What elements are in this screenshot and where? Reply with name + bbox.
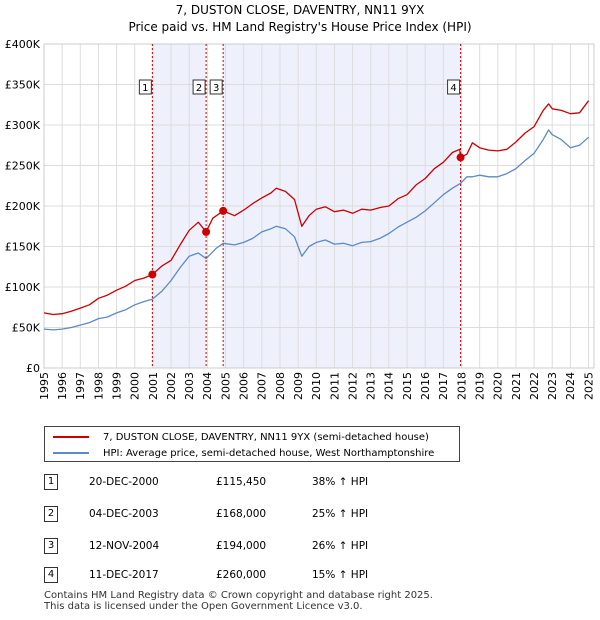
transaction-point — [148, 270, 157, 279]
x-tick-label: 2020 — [492, 372, 505, 400]
legend-item-property: 7, DUSTON CLOSE, DAVENTRY, NN11 9YX (sem… — [53, 430, 429, 444]
transaction-row: 2 04-DEC-2003 £168,000 25% ↑ HPI — [0, 506, 600, 526]
transaction-price: £115,450 — [216, 476, 267, 488]
y-tick-label: £300K — [5, 119, 41, 132]
transaction-label-box — [138, 79, 152, 95]
x-tick-label: 2000 — [129, 372, 142, 400]
x-tick-label: 2025 — [582, 372, 595, 400]
y-tick-label: £150K — [5, 241, 41, 254]
legend-label-hpi: HPI: Average price, semi-detached house,… — [103, 447, 435, 459]
y-tick-label: £400K — [5, 38, 41, 51]
x-tick-label: 1998 — [92, 372, 105, 400]
x-tick-label: 2004 — [201, 372, 214, 400]
legend-swatch-hpi — [53, 452, 89, 454]
transaction-number: 3 — [44, 538, 58, 554]
x-tick-label: 2010 — [310, 372, 323, 400]
x-tick-label: 2006 — [238, 372, 251, 400]
transaction-row: 3 12-NOV-2004 £194,000 26% ↑ HPI — [0, 538, 600, 558]
x-tick-label: 2014 — [383, 372, 396, 400]
footer-line: Contains HM Land Registry data © Crown c… — [44, 590, 433, 601]
transaction-date: 20-DEC-2000 — [89, 476, 159, 488]
transaction-date: 12-NOV-2004 — [89, 540, 160, 552]
price-chart: 7, DUSTON CLOSE, DAVENTRY, NN11 9YX Pric… — [5, 3, 596, 400]
transaction-date: 04-DEC-2003 — [89, 508, 159, 520]
plot-frame — [43, 43, 595, 369]
transaction-label: 3 — [213, 83, 219, 94]
transaction-row: 4 11-DEC-2017 £260,000 15% ↑ HPI — [0, 567, 600, 587]
transaction-row: 1 20-DEC-2000 £115,450 38% ↑ HPI — [0, 474, 600, 494]
transaction-number: 2 — [44, 506, 58, 522]
transaction-label-box — [447, 79, 461, 95]
y-tick-label: £250K — [5, 160, 41, 173]
transaction-point — [456, 153, 465, 162]
x-tick-label: 1999 — [110, 372, 123, 400]
x-tick-label: 2023 — [546, 372, 559, 400]
transaction-number: 4 — [44, 567, 58, 583]
x-tick-label: 2018 — [455, 372, 468, 400]
footer: Contains HM Land Registry data © Crown c… — [44, 590, 433, 612]
legend-item-hpi: HPI: Average price, semi-detached house,… — [53, 446, 434, 460]
footer-line: This data is licensed under the Open Gov… — [44, 601, 363, 612]
transaction-hpi: 38% ↑ HPI — [312, 476, 369, 488]
property-price-line — [43, 100, 590, 316]
transaction-price: £194,000 — [216, 540, 267, 552]
x-tick-label: 2003 — [183, 372, 196, 400]
x-tick-label: 1995 — [38, 372, 51, 400]
hpi-line — [43, 129, 590, 331]
x-tick-label: 2015 — [401, 372, 414, 400]
transaction-label: 2 — [196, 83, 202, 94]
x-tick-label: 2002 — [165, 372, 178, 400]
x-tick-label: 1996 — [56, 372, 69, 400]
transaction-point — [219, 206, 228, 215]
x-tick-label: 2016 — [419, 372, 432, 400]
transaction-price: £168,000 — [216, 508, 267, 520]
transaction-price: £260,000 — [216, 569, 267, 581]
y-tick-label: £0 — [26, 362, 40, 375]
x-tick-label: 2021 — [510, 372, 523, 400]
transaction-label: 4 — [450, 83, 456, 94]
legend-label-property: 7, DUSTON CLOSE, DAVENTRY, NN11 9YX (sem… — [103, 431, 429, 443]
chart-subtitle: Price paid vs. HM Land Registry's House … — [128, 20, 471, 34]
transaction-hpi: 15% ↑ HPI — [312, 569, 369, 581]
x-tick-label: 2024 — [564, 372, 577, 400]
x-tick-label: 2009 — [292, 372, 305, 400]
chart-title: 7, DUSTON CLOSE, DAVENTRY, NN11 9YX — [176, 3, 425, 17]
x-tick-label: 2017 — [437, 372, 450, 400]
transaction-hpi: 26% ↑ HPI — [312, 540, 369, 552]
x-tick-label: 1997 — [74, 372, 87, 400]
transaction-label-box — [209, 79, 223, 95]
transaction-label: 1 — [142, 83, 148, 94]
x-tick-label: 2012 — [346, 372, 359, 400]
y-tick-label: £100K — [5, 281, 41, 294]
y-tick-label: £50K — [12, 322, 41, 335]
transaction-point — [202, 227, 211, 236]
transaction-number: 1 — [44, 474, 58, 490]
transaction-label-box — [192, 79, 206, 95]
x-tick-label: 2008 — [274, 372, 287, 400]
x-tick-label: 2001 — [147, 372, 160, 400]
x-tick-label: 2007 — [256, 372, 269, 400]
x-tick-label: 2019 — [473, 372, 486, 400]
x-tick-label: 2011 — [328, 372, 341, 400]
legend: 7, DUSTON CLOSE, DAVENTRY, NN11 9YX (sem… — [44, 426, 460, 462]
y-tick-label: £350K — [5, 79, 41, 92]
transaction-date: 11-DEC-2017 — [89, 569, 159, 581]
x-tick-label: 2013 — [365, 372, 378, 400]
transaction-hpi: 25% ↑ HPI — [312, 508, 369, 520]
legend-swatch-property — [53, 436, 89, 438]
x-tick-label: 2022 — [528, 372, 541, 400]
y-tick-label: £200K — [5, 200, 41, 213]
x-tick-label: 2005 — [219, 372, 232, 400]
